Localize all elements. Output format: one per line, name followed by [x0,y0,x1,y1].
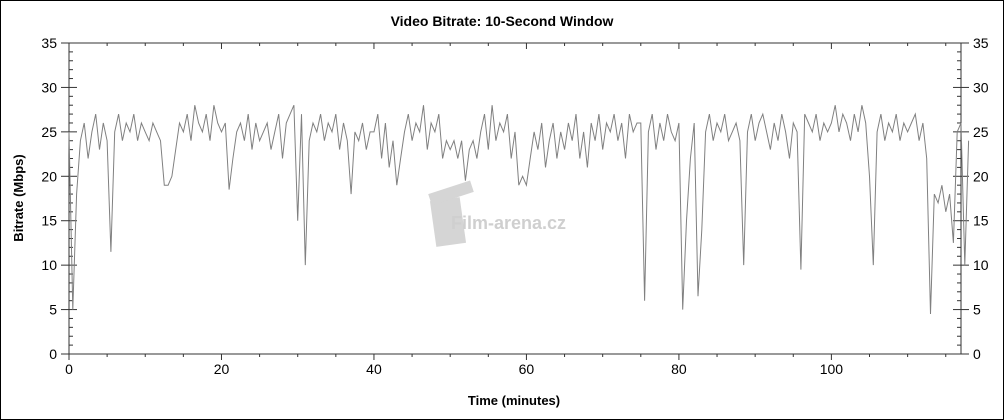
right-y-tick-label: 20 [973,168,989,184]
clapper-top [428,180,474,206]
x-tick-label: 40 [366,361,382,377]
bitrate-series-line [68,105,970,315]
clapperboard-icon [429,197,467,247]
watermark-text: Film-arena.cz [451,213,566,233]
right-y-tick-label: 0 [973,346,981,362]
x-tick-label: 20 [214,361,230,377]
right-y-tick-label: 15 [973,213,989,229]
y-tick-label: 0 [49,346,57,362]
x-tick-label: 80 [671,361,687,377]
right-y-tick-label: 10 [973,257,989,273]
y-tick-label: 20 [41,168,57,184]
right-y-tick-label: 35 [973,35,989,51]
x-tick-label: 100 [820,361,844,377]
y-tick-label: 10 [41,257,57,273]
watermark: Film-arena.cz [428,180,566,247]
y-tick-label: 15 [41,213,57,229]
right-y-tick-label: 25 [973,124,989,140]
y-tick-label: 25 [41,124,57,140]
x-tick-label: 60 [519,361,535,377]
y-tick-label: 30 [41,79,57,95]
x-tick-label: 0 [65,361,73,377]
chart-title: Video Bitrate: 10-Second Window [391,13,614,29]
x-axis-label: Time (minutes) [468,393,560,408]
y-tick-label: 35 [41,35,57,51]
right-y-tick-label: 30 [973,79,989,95]
y-axis-label: Bitrate (Mbps) [11,154,26,241]
right-y-tick-label: 5 [973,302,981,318]
y-tick-label: 5 [49,302,57,318]
